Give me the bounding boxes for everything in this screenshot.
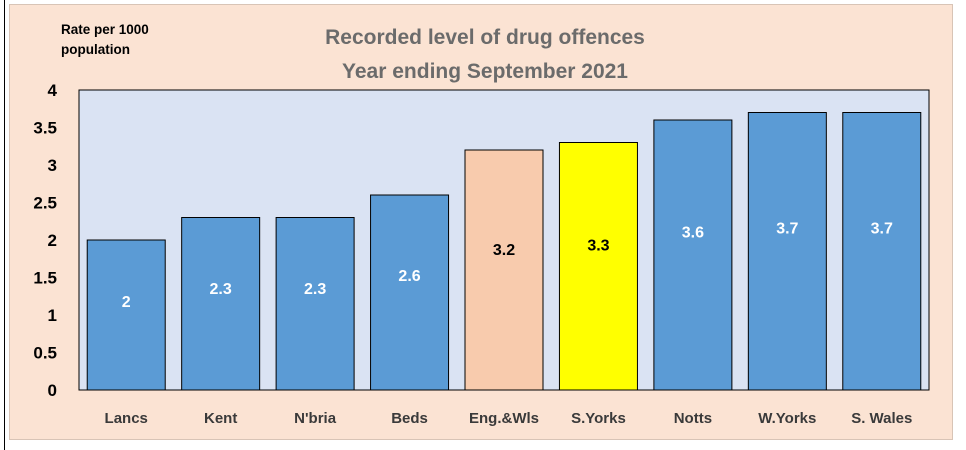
y-axis-label-line-1: Rate per 1000: [61, 22, 149, 37]
y-axis-label-line-2: population: [61, 42, 130, 57]
category-label: N'bria: [294, 410, 337, 427]
bar: [464, 149, 544, 391]
bar-value-label: 3.2: [493, 242, 515, 259]
category-labels: Lancs Kent N'bria Beds Eng.&Wls S.Yorks Notts W…: [105, 410, 913, 427]
category-label: Lancs: [105, 410, 148, 427]
category-label: Kent: [204, 410, 237, 427]
bar-value-label: 3.7: [871, 220, 893, 237]
y-tick-label: 2: [48, 231, 57, 250]
bar: [842, 112, 922, 391]
bars: [86, 112, 922, 391]
category-label: Beds: [391, 410, 428, 427]
bar: [181, 217, 261, 391]
y-tick-label: 0.5: [33, 344, 57, 363]
bar: [653, 119, 733, 391]
chart-title-line-1: Recorded level of drug offences: [325, 26, 645, 49]
y-tick-label: 1.5: [33, 269, 57, 288]
bar: [275, 217, 355, 391]
bar: [558, 142, 638, 391]
y-tick-label: 2.5: [33, 194, 57, 213]
category-label: S. Wales: [851, 410, 912, 427]
bar-value-label: 2.6: [398, 268, 420, 285]
y-tick-label: 0: [48, 381, 57, 400]
category-label: W.Yorks: [758, 410, 816, 427]
y-tick-label: 3.5: [33, 119, 57, 138]
y-tick-label: 4: [48, 81, 58, 100]
bar-value-label: 3.6: [682, 225, 704, 242]
data-labels: 2 2.3 2.3 2.6 3.2 3.3 3.6 3.7 3.7: [122, 220, 893, 311]
bar-value-label: 3.7: [776, 220, 798, 237]
bar-value-label: 2.3: [304, 281, 326, 298]
y-tick-label: 3: [48, 156, 57, 175]
category-label: Notts: [674, 410, 712, 427]
left-border-line: [4, 0, 5, 450]
chart-title-line-2: Year ending September 2021: [342, 60, 628, 83]
bar-value-label: 2: [122, 294, 131, 311]
y-tick-label: 1: [48, 306, 57, 325]
category-label: S.Yorks: [571, 410, 626, 427]
bar: [747, 112, 827, 391]
bar-value-label: 2.3: [210, 281, 232, 298]
y-axis-ticks: 0 0.5 1 1.5 2 2.5 3 3.5 4: [33, 81, 57, 400]
bar: [86, 239, 166, 391]
category-label: Eng.&Wls: [469, 410, 539, 427]
bar: [370, 194, 450, 391]
bar-value-label: 3.3: [587, 238, 609, 255]
